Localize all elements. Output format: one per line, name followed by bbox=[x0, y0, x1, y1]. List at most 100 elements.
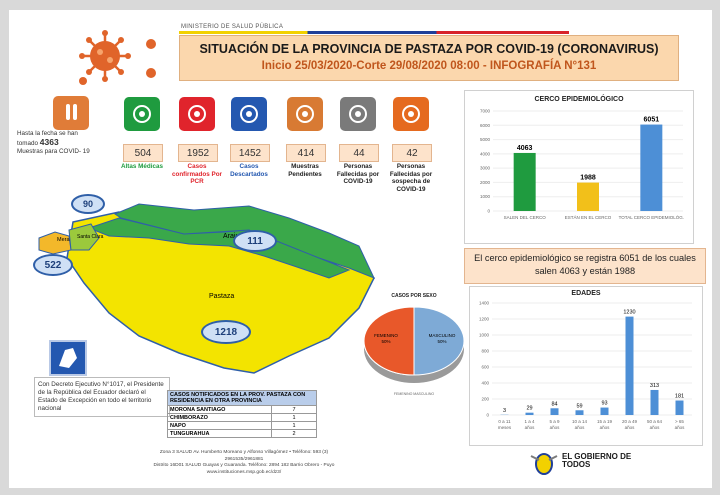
age-bar bbox=[650, 389, 659, 415]
age-category-label: > 65 bbox=[675, 419, 684, 424]
y-tick-label: 0 bbox=[486, 413, 489, 418]
cerco-category-label: ESTÁN EN EL CERCO bbox=[565, 214, 612, 220]
province-name: MORONA SANTIAGO bbox=[167, 405, 272, 414]
stat-label: Personas Fallecidas por COVID-19 bbox=[336, 163, 380, 185]
y-tick-label: 0 bbox=[487, 209, 490, 214]
pie-slice-femenino bbox=[363, 306, 415, 376]
age-value-label: 181 bbox=[675, 394, 684, 400]
table-row: NAPO 1 bbox=[167, 421, 317, 430]
table-header: CASOS NOTIFICADOS EN LA PROV. PASTAZA CO… bbox=[167, 390, 317, 406]
age-value-label: 313 bbox=[650, 383, 659, 389]
age-bar bbox=[550, 408, 559, 415]
age-category-label: 10 a 14 bbox=[572, 419, 588, 424]
cerco-value-label: 4063 bbox=[517, 145, 533, 152]
test-tube-icon bbox=[53, 96, 89, 130]
stat-label: Personas Fallecidas por sospecha de COVI… bbox=[389, 163, 433, 193]
other-province-table: CASOS NOTIFICADOS EN LA PROV. PASTAZA CO… bbox=[167, 390, 317, 438]
age-category-unit: años bbox=[625, 425, 636, 430]
cerco-bar bbox=[640, 124, 663, 211]
y-tick-label: 1400 bbox=[479, 301, 490, 306]
map-count-pastaza: 1218 bbox=[201, 320, 251, 344]
pastaza-map: Arajuno Pastaza Mera Santa Clara bbox=[38, 203, 375, 374]
age-bar bbox=[525, 412, 534, 415]
stat-value: 42 bbox=[392, 144, 432, 162]
table-row: MORONA SANTIAGO 7 bbox=[167, 405, 317, 414]
stat-value: 504 bbox=[123, 144, 163, 162]
pie-slice-label: MASCULINO bbox=[429, 333, 456, 338]
province-name: NAPO bbox=[167, 421, 272, 430]
page-title: SITUACIÓN DE LA PROVINCIA DE PASTAZA POR… bbox=[199, 42, 659, 56]
age-category-label: 20 a 49 bbox=[622, 419, 638, 424]
samples-note: Hasta la fecha se han tomado 4363 Muestra… bbox=[17, 130, 90, 155]
cerco-value-label: 6051 bbox=[644, 117, 660, 124]
age-category-unit: años bbox=[600, 425, 611, 430]
cerco-chart-panel: CERCO EPIDEMIOLÓGICO 0 1000 2000 3000 4000 50… bbox=[464, 90, 694, 244]
mourning-ribbon-icon bbox=[340, 97, 376, 131]
stat-value: 1452 bbox=[230, 144, 270, 162]
y-tick-label: 1200 bbox=[479, 317, 490, 322]
ministry-label: MINISTERIO DE SALUD PÚBLICA bbox=[181, 24, 284, 30]
pie-slice-label: FEMENINO bbox=[374, 333, 398, 338]
map-region-arajuno bbox=[87, 203, 375, 279]
y-tick-label: 5000 bbox=[480, 137, 491, 142]
y-tick-label: 7000 bbox=[480, 109, 491, 114]
y-tick-label: 1000 bbox=[479, 333, 490, 338]
stat-value: 1952 bbox=[178, 144, 218, 162]
age-category-label: 15 a 19 bbox=[597, 419, 613, 424]
age-value-label: 1230 bbox=[623, 310, 635, 316]
map-label-pastaza: Pastaza bbox=[209, 293, 234, 300]
province-count: 1 bbox=[271, 413, 317, 422]
age-value-label: 84 bbox=[551, 401, 557, 407]
stat-value: 414 bbox=[286, 144, 326, 162]
medical-discharge-icon bbox=[124, 97, 160, 131]
page-subtitle: Inicio 25/03/2020-Corte 29/08/2020 08:00… bbox=[261, 60, 597, 72]
ages-chart-panel: EDADES 0 200 400 600 800 1000 1200 1400 3 0 a 11 m… bbox=[469, 286, 703, 446]
y-tick-label: 200 bbox=[481, 397, 489, 402]
stat-label: Casos Descartados bbox=[230, 163, 268, 178]
stat-label: Altas Médicas bbox=[121, 163, 163, 170]
sex-pie-panel: CASOS POR SEXO FEMENINO 50% MASCULINO 50% FE… bbox=[359, 293, 469, 405]
age-category-unit: años bbox=[575, 425, 586, 430]
cerco-category-label: SALEN DEL CERCO bbox=[504, 215, 547, 220]
age-bar bbox=[675, 400, 684, 415]
ages-chart-title: EDADES bbox=[571, 290, 601, 297]
age-category-unit: años bbox=[675, 425, 686, 430]
age-value-label: 93 bbox=[601, 401, 607, 407]
age-category-label: 0 a 11 bbox=[498, 419, 511, 424]
age-category-unit: años bbox=[525, 425, 536, 430]
lab-icon bbox=[287, 97, 323, 131]
y-tick-label: 600 bbox=[481, 365, 489, 370]
cerco-chart: 0 1000 2000 3000 4000 5000 6000 7000 4063 SALEN D… bbox=[480, 109, 684, 221]
flag-stripe bbox=[179, 31, 569, 34]
map-count-arajuno: 111 bbox=[233, 230, 277, 252]
age-bar bbox=[575, 410, 584, 415]
province-count: 7 bbox=[271, 405, 317, 414]
samples-count: 4363 bbox=[39, 137, 59, 147]
pie-title: CASOS POR SEXO bbox=[391, 293, 437, 299]
map-count-mera: 90 bbox=[71, 194, 105, 214]
table-row: CHIMBORAZO 1 bbox=[167, 413, 317, 422]
cerco-note: El cerco epidemiológico se registra 6051… bbox=[474, 253, 696, 276]
cerco-chart-title: CERCO EPIDEMIOLÓGICO bbox=[534, 96, 624, 103]
check-icon bbox=[179, 97, 215, 131]
y-tick-label: 6000 bbox=[480, 123, 491, 128]
age-category-unit: años bbox=[650, 425, 661, 430]
infographic-page: MINISTERIO DE SALUD PÚBLICA SITUACIÓN DE… bbox=[9, 10, 712, 488]
y-tick-label: 800 bbox=[481, 349, 489, 354]
virus-illustration-icon bbox=[79, 30, 156, 85]
pie-percent-label: 50% bbox=[437, 339, 446, 344]
footer-contact: Zona 3 SALUD Av. Humberto Moreano y Alfo… bbox=[153, 450, 335, 475]
map-count-santa-clara: 522 bbox=[33, 254, 73, 276]
province-name: TUNGURAHUA bbox=[167, 429, 272, 438]
y-tick-label: 400 bbox=[481, 381, 489, 386]
age-category-unit: meses bbox=[498, 425, 512, 430]
age-category-label: 50 a 64 bbox=[647, 419, 663, 424]
age-category-unit: años bbox=[550, 425, 561, 430]
cerco-value-label: 1988 bbox=[580, 175, 596, 182]
pie-percent-label: 50% bbox=[381, 339, 390, 344]
province-count: 2 bbox=[271, 429, 317, 438]
age-value-label: 59 bbox=[576, 403, 582, 409]
age-value-label: 3 bbox=[503, 408, 506, 414]
